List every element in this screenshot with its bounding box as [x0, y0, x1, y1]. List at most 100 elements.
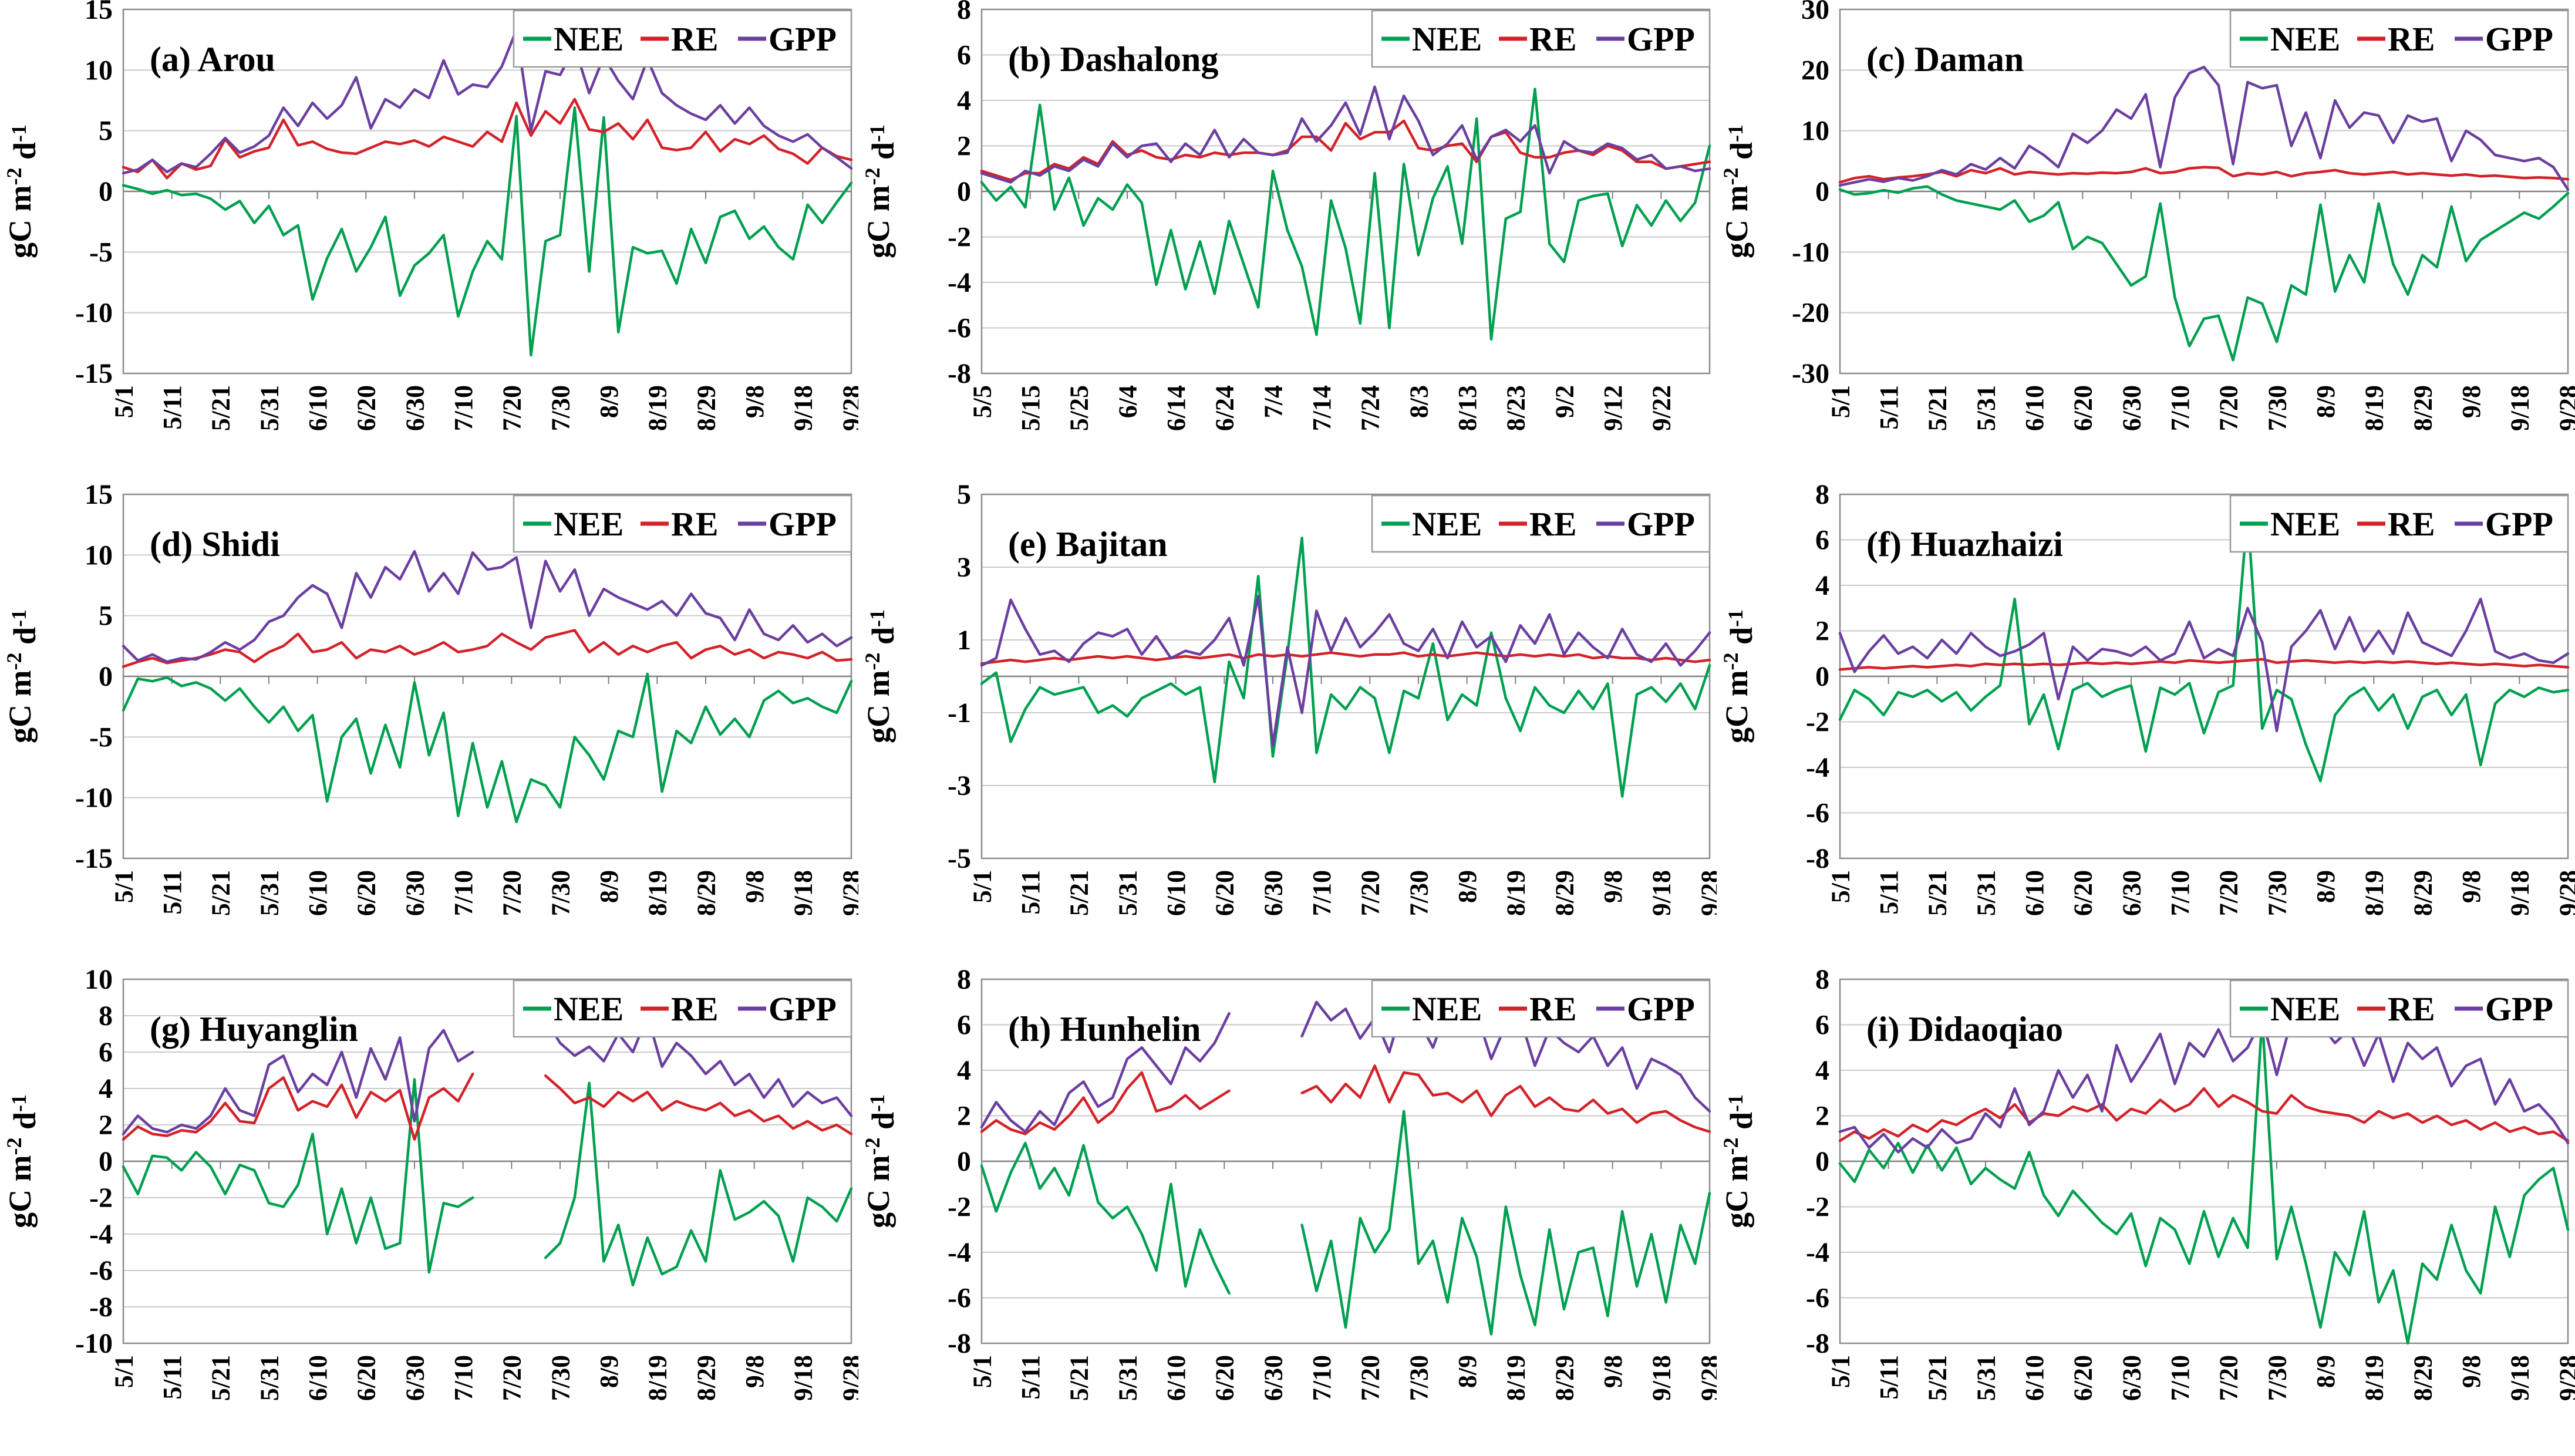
x-tick-label: 5/11 — [158, 385, 187, 430]
x-tick-label: 7/30 — [2263, 1355, 2291, 1401]
x-tick-label: 7/10 — [449, 870, 478, 916]
x-tick-label: 7/20 — [498, 1355, 527, 1401]
legend: NEE RE GPP — [1371, 9, 1711, 68]
x-tick-label: 7/10 — [1307, 1355, 1336, 1401]
y-axis-unit-label: gC m-2 d-1 — [861, 609, 901, 743]
chart-panel-b: 8 6 4 2 0 -2 -4 -6 -8 5/5 5/15 5/25 6/4 6/14 6/24 7/4 7/… — [858, 0, 1717, 485]
x-tick-label: 9/18 — [789, 1355, 818, 1401]
y-axis-unit-label: gC m-2 d-1 — [1719, 124, 1759, 258]
series-gpp-line — [122, 550, 853, 663]
legend: NEE RE GPP — [1371, 494, 1711, 553]
x-tick-label: 8/3 — [1404, 385, 1433, 418]
x-tick-label: 9/28 — [1696, 1355, 1717, 1401]
y-tick-label: 2 — [957, 131, 971, 162]
y-tick-label: 0 — [99, 661, 113, 692]
x-tick-label: 5/1 — [1826, 870, 1855, 903]
y-tick-label: 8 — [1815, 970, 1829, 995]
series-nee-line — [980, 1110, 1711, 1336]
chart-g-svg: 10 8 6 4 2 0 -2 -4 -6 -8 -105/1 5/11 5/21 5/31 6/10 6/2… — [2, 970, 858, 1401]
x-tick-label: 8/9 — [595, 870, 623, 903]
y-tick-label: -4 — [1806, 1237, 1829, 1268]
panel-title: (f) Huazhaizi — [1866, 525, 2063, 564]
y-tick-label: -15 — [75, 358, 113, 389]
y-tick-label: 2 — [957, 1101, 971, 1132]
x-tick-label: 5/5 — [968, 385, 996, 418]
series-gpp-line — [980, 85, 1711, 184]
legend: NEE RE GPP — [513, 9, 852, 68]
x-tick-label: 6/10 — [304, 385, 332, 431]
x-tick-label: 5/11 — [1875, 870, 1903, 915]
x-tick-label: 7/20 — [1356, 870, 1385, 916]
y-tick-label: 6 — [1815, 525, 1829, 556]
x-tick-label: 5/1 — [1826, 1355, 1855, 1388]
x-tick-label: 8/29 — [692, 385, 720, 431]
x-tick-label: 6/24 — [1211, 385, 1239, 431]
y-axis-unit-label: gC m-2 d-1 — [1719, 609, 1759, 743]
x-tick-label: 6/20 — [2069, 870, 2098, 916]
legend-re-label: RE — [2388, 990, 2435, 1028]
legend-gpp-label: GPP — [2485, 505, 2553, 543]
panel-title: (a) Arou — [150, 40, 275, 79]
x-tick-label: 8/9 — [2311, 1355, 2340, 1388]
x-tick-label: 7/30 — [546, 385, 575, 431]
x-tick-label: 8/9 — [595, 385, 623, 418]
x-tick-label: 7/20 — [2215, 870, 2243, 916]
y-tick-label: -3 — [948, 770, 971, 801]
y-tick-label: 2 — [1815, 616, 1829, 647]
x-tick-label: 8/19 — [643, 1355, 672, 1401]
x-tick-label: 5/1 — [1826, 385, 1855, 418]
x-tick-label: 9/2 — [1550, 385, 1579, 418]
x-tick-label: 6/10 — [304, 1355, 332, 1401]
x-tick-label: 9/18 — [1647, 870, 1676, 916]
plot-border — [1839, 8, 2569, 375]
x-tick-label: 9/18 — [1647, 1355, 1676, 1401]
y-tick-label: -2 — [1806, 1192, 1829, 1223]
y-axis-unit-label: gC m-2 d-1 — [2, 124, 42, 258]
chart-c-svg: 30 20 10 0 -10 -20 -305/1 5/11 5/21 5/31 6/10 6/20 6… — [1719, 0, 2575, 431]
x-tick-label: 9/18 — [789, 385, 818, 431]
y-axis-unit-label: gC m-2 d-1 — [2, 609, 42, 743]
x-tick-label: 6/30 — [400, 870, 429, 916]
legend: NEE RE GPP — [2229, 9, 2569, 68]
x-tick-label: 5/1 — [968, 870, 996, 903]
x-tick-label: 9/8 — [1599, 1355, 1627, 1388]
x-tick-label: 7/30 — [2263, 385, 2291, 431]
x-tick-label: 5/1 — [109, 870, 138, 903]
legend-box — [513, 494, 852, 553]
y-tick-label: 0 — [1815, 661, 1829, 692]
legend-re-label: RE — [2388, 20, 2435, 58]
x-tick-label: 9/8 — [740, 870, 769, 903]
y-tick-label: -6 — [1806, 1283, 1829, 1314]
x-tick-label: 5/21 — [1065, 1355, 1094, 1401]
series-re-line — [1838, 658, 2570, 671]
x-tick-label: 5/31 — [1971, 870, 2000, 916]
legend-nee-label: NEE — [554, 990, 623, 1028]
y-tick-label: 4 — [957, 85, 971, 116]
y-tick-label: -5 — [89, 722, 113, 753]
plot-border — [122, 978, 852, 1344]
legend: NEE RE GPP — [2229, 494, 2569, 553]
y-tick-label: -15 — [75, 843, 113, 874]
x-tick-label: 5/25 — [1065, 385, 1094, 431]
series-re-line — [122, 97, 853, 180]
x-tick-label: 6/30 — [2117, 1355, 2146, 1401]
y-tick-label: 4 — [1815, 1055, 1829, 1086]
series-nee-line — [122, 672, 853, 824]
legend-gpp-label: GPP — [2485, 20, 2553, 58]
series-nee-line — [1838, 511, 2570, 783]
x-tick-label: 9/28 — [2554, 870, 2575, 916]
y-tick-label: -6 — [89, 1255, 113, 1286]
y-tick-label: 30 — [1801, 0, 1829, 25]
y-tick-label: -10 — [75, 1328, 113, 1359]
x-tick-label: 8/19 — [2360, 385, 2389, 431]
x-tick-label: 6/30 — [1259, 1355, 1288, 1401]
x-tick-label: 5/31 — [255, 385, 284, 431]
x-tick-label: 8/29 — [692, 870, 720, 916]
x-tick-label: 8/9 — [1453, 1355, 1482, 1388]
series-gpp-line — [980, 595, 1711, 747]
x-tick-label: 5/1 — [109, 1355, 138, 1388]
legend-box — [1371, 9, 1711, 68]
x-tick-label: 6/30 — [400, 385, 429, 431]
x-tick-label: 9/18 — [2506, 1355, 2534, 1401]
x-tick-label: 9/18 — [789, 870, 818, 916]
